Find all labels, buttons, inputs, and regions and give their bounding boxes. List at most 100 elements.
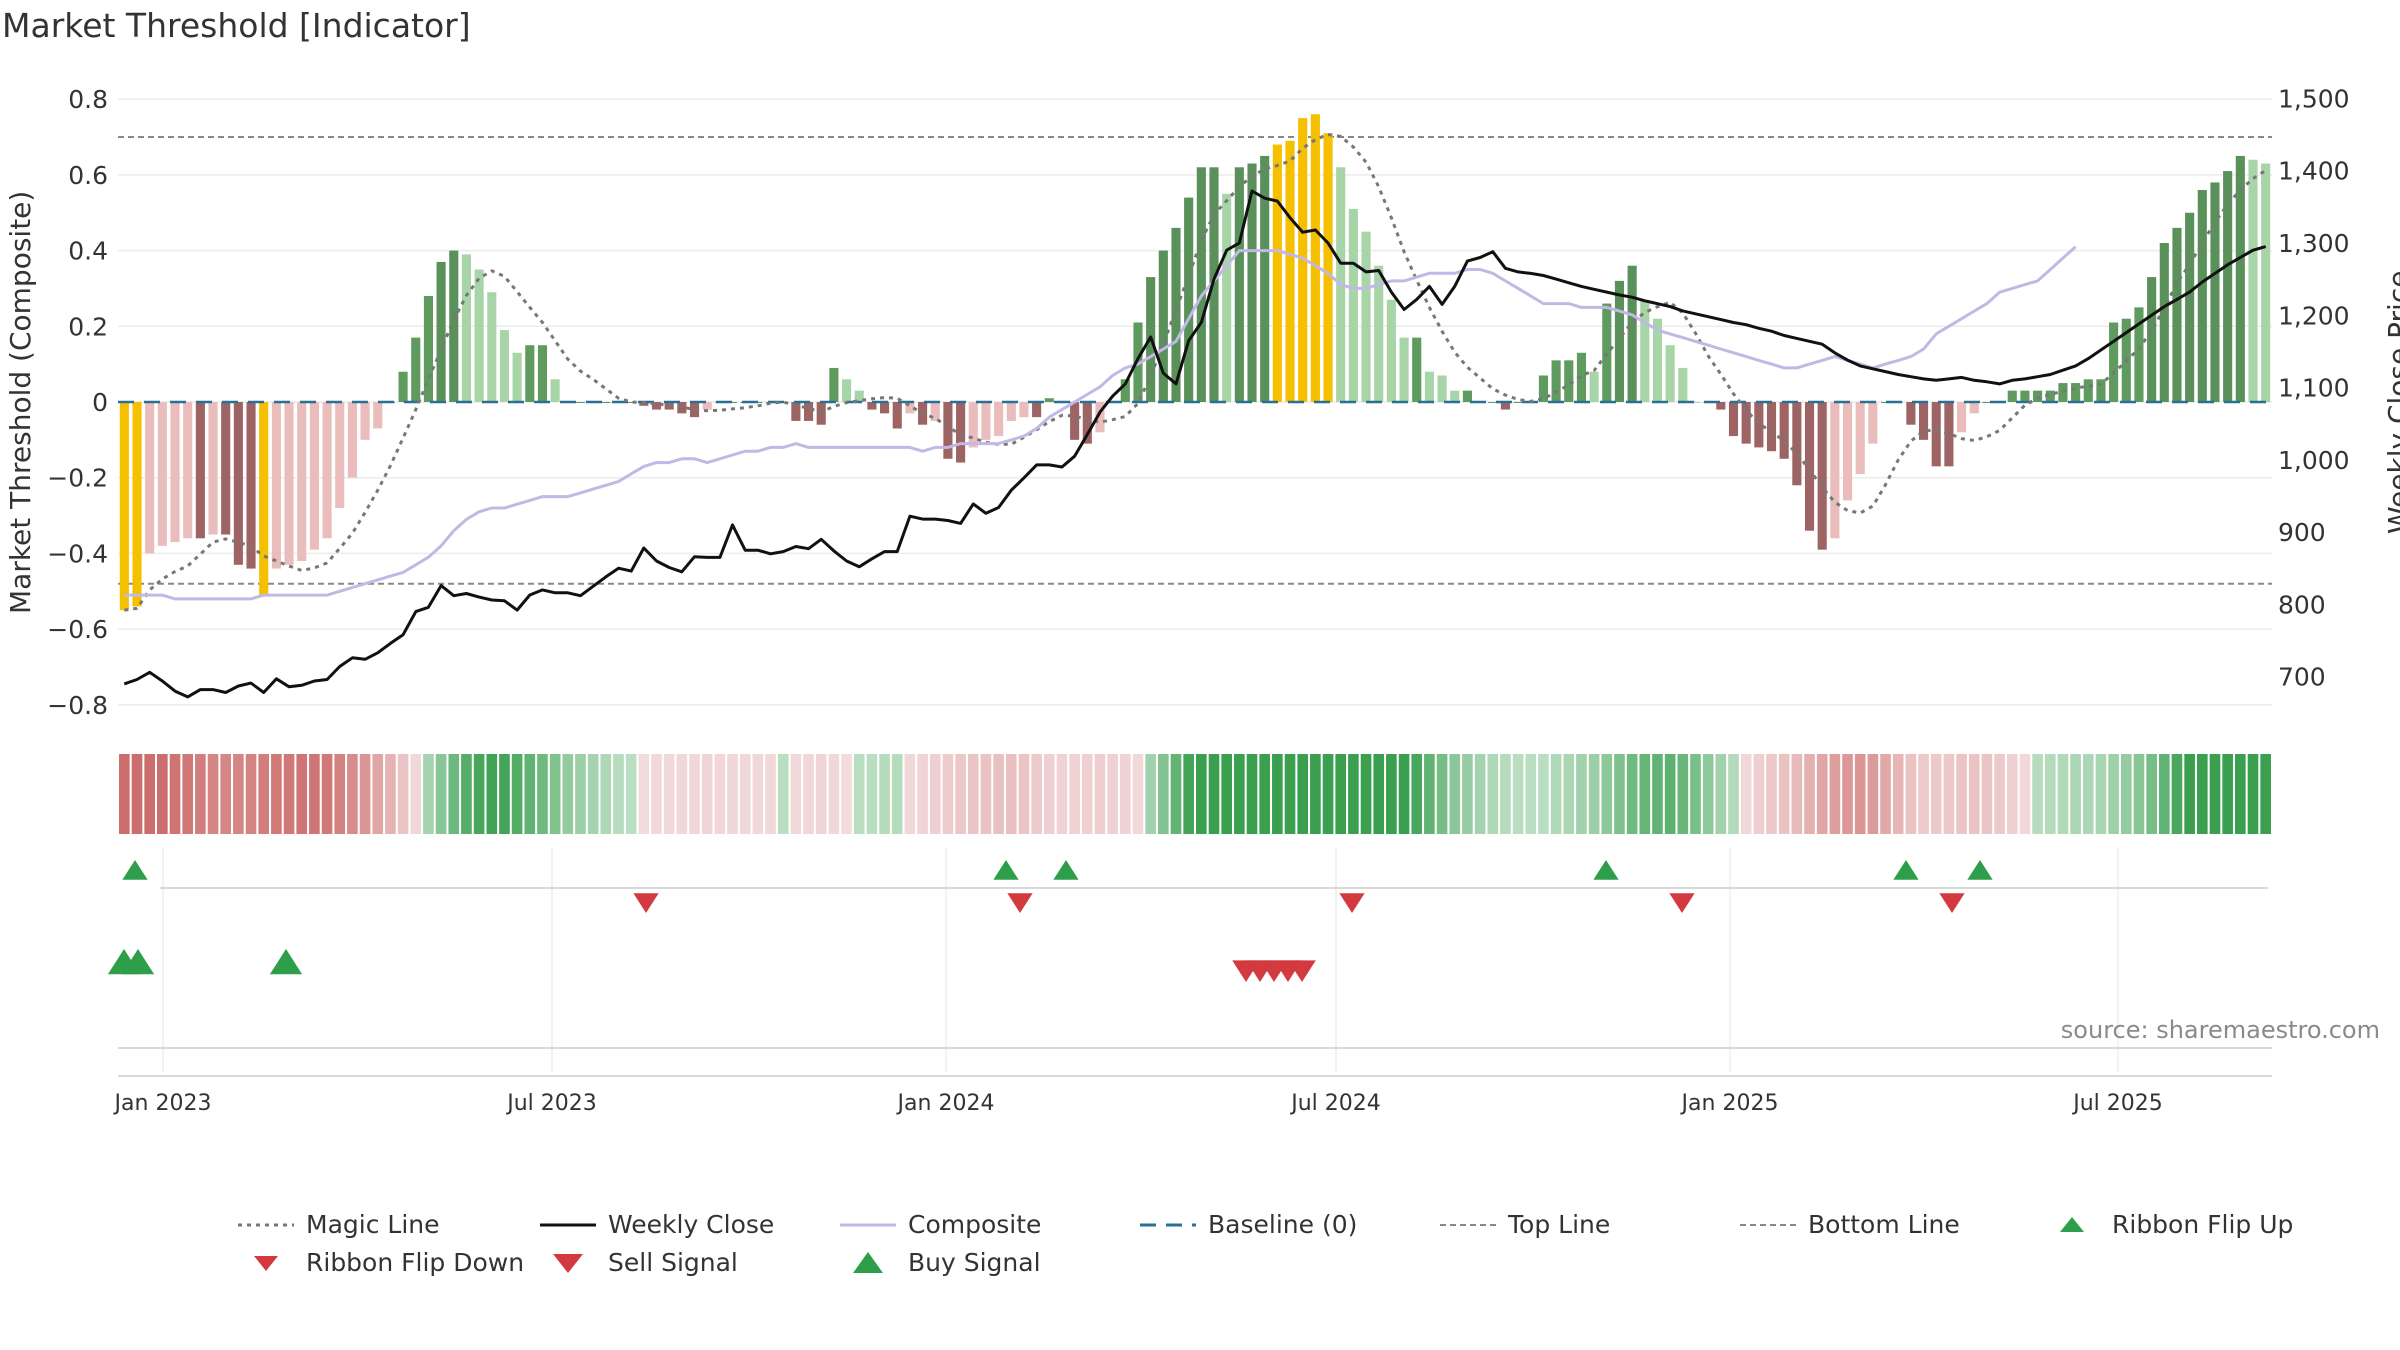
ribbon-cell [1373, 754, 1385, 834]
ribbon-cell [904, 754, 916, 834]
histogram-bar [525, 345, 535, 402]
ribbon-cell [397, 754, 409, 834]
y-tick-label: 0 [92, 388, 108, 417]
ribbon-cell [587, 754, 599, 834]
histogram-bar [1196, 167, 1206, 402]
ribbon-cell [1525, 754, 1537, 834]
ribbon-cell [1360, 754, 1372, 834]
histogram-bar [284, 402, 294, 565]
source-note: source: sharemaestro.com [2060, 1016, 2380, 1044]
ribbon-cell [2184, 754, 2195, 834]
histogram-bar [803, 402, 814, 421]
histogram-bar [689, 402, 700, 418]
ribbon-cell [853, 754, 865, 834]
ribbon-cell [2108, 754, 2119, 834]
histogram-bar [1437, 375, 1447, 402]
ribbon-cell [1322, 754, 1334, 834]
histogram-bar [1918, 402, 1929, 440]
histogram-bar [1323, 133, 1333, 402]
ribbon-cell [1576, 754, 1587, 834]
ribbon-cell [258, 754, 270, 834]
ribbon-cell [638, 754, 650, 834]
ribbon-cell [1031, 754, 1042, 834]
histogram-bar [1868, 402, 1878, 444]
histogram-bar [1792, 402, 1802, 486]
histogram-bar [360, 402, 370, 440]
histogram-bar [1716, 402, 1726, 410]
ribbon-cell [1386, 754, 1397, 834]
histogram-bar [1855, 402, 1865, 474]
ribbon-cell [1436, 754, 1448, 834]
histogram-bar [335, 402, 345, 508]
ribbon-cell [1081, 754, 1093, 834]
ribbon-cell [1221, 754, 1232, 834]
ribbon-cell [1639, 754, 1651, 834]
histogram-bar [2210, 182, 2220, 402]
ribbon-cell [2171, 754, 2183, 834]
ribbon-cell [866, 754, 878, 834]
histogram-bar [2134, 307, 2144, 402]
histogram-bar [1741, 402, 1751, 444]
ribbon-cell [1892, 754, 1904, 834]
histogram-bar [1564, 360, 1574, 402]
histogram-bar [2185, 212, 2195, 402]
histogram-bar [1285, 140, 1295, 403]
histogram-bar [651, 402, 662, 410]
ribbon-flip-down-marker [633, 893, 659, 913]
ribbon-cell [207, 754, 219, 834]
ribbon-cell [1601, 754, 1613, 834]
ribbon-cell [1715, 754, 1727, 834]
ribbon-cell [2235, 754, 2246, 834]
histogram-bar [1450, 390, 1460, 402]
histogram-bar [1133, 322, 1143, 402]
histogram-bar [436, 261, 446, 402]
ribbon-cell [1474, 754, 1486, 834]
histogram-bar [119, 402, 129, 611]
histogram-bar [841, 379, 852, 402]
ribbon-cell [499, 754, 510, 834]
histogram-bar [930, 402, 940, 421]
x-tick-label: Jul 2023 [505, 1091, 597, 1116]
ribbon-flip-up-marker [1967, 860, 1993, 880]
histogram-bar [1272, 144, 1282, 403]
ribbon-flip-up-marker [1893, 860, 1919, 880]
ribbon-cell [1487, 754, 1499, 834]
ribbon-cell [1043, 754, 1055, 834]
ribbon-cell [1905, 754, 1917, 834]
y-tick-label: 0.8 [68, 85, 108, 114]
histogram-bar [487, 292, 497, 402]
ribbon-cell [334, 754, 346, 834]
ribbon-cell [2070, 754, 2081, 834]
ribbon-cell [486, 754, 498, 834]
ribbon-cell [1867, 754, 1879, 834]
ribbon-cell [651, 754, 662, 834]
histogram-bar [791, 402, 801, 421]
ribbon-cell [752, 754, 764, 834]
ribbon-flip-down-marker [1669, 893, 1695, 913]
ribbon-cell [321, 754, 333, 834]
y2-tick-label: 1,400 [2278, 157, 2350, 186]
histogram-bar [1957, 402, 1967, 433]
ribbon-cell [2032, 754, 2043, 834]
ribbon-cell [815, 754, 827, 834]
chart-title: Market Threshold [Indicator] [2, 6, 471, 45]
ribbon-cell [613, 754, 624, 834]
histogram-bar [499, 330, 510, 402]
ribbon-cell [980, 754, 992, 834]
ribbon-cell [1424, 754, 1435, 834]
ribbon-cell [524, 754, 536, 834]
histogram-bar [1082, 402, 1092, 444]
ribbon-cell [461, 754, 472, 834]
ribbon-cell [271, 754, 282, 834]
histogram-bar [1412, 337, 1422, 402]
ribbon-cell [1614, 754, 1625, 834]
histogram-bar [2071, 383, 2081, 402]
ribbon-cell [803, 754, 814, 834]
ribbon-cell [169, 754, 181, 834]
histogram-bar [677, 402, 687, 414]
ribbon-cell [955, 754, 966, 834]
ribbon-cell [765, 754, 776, 834]
ribbon-cell [549, 754, 561, 834]
y-tick-label: 0.2 [68, 312, 108, 341]
histogram-bar [1754, 402, 1764, 448]
